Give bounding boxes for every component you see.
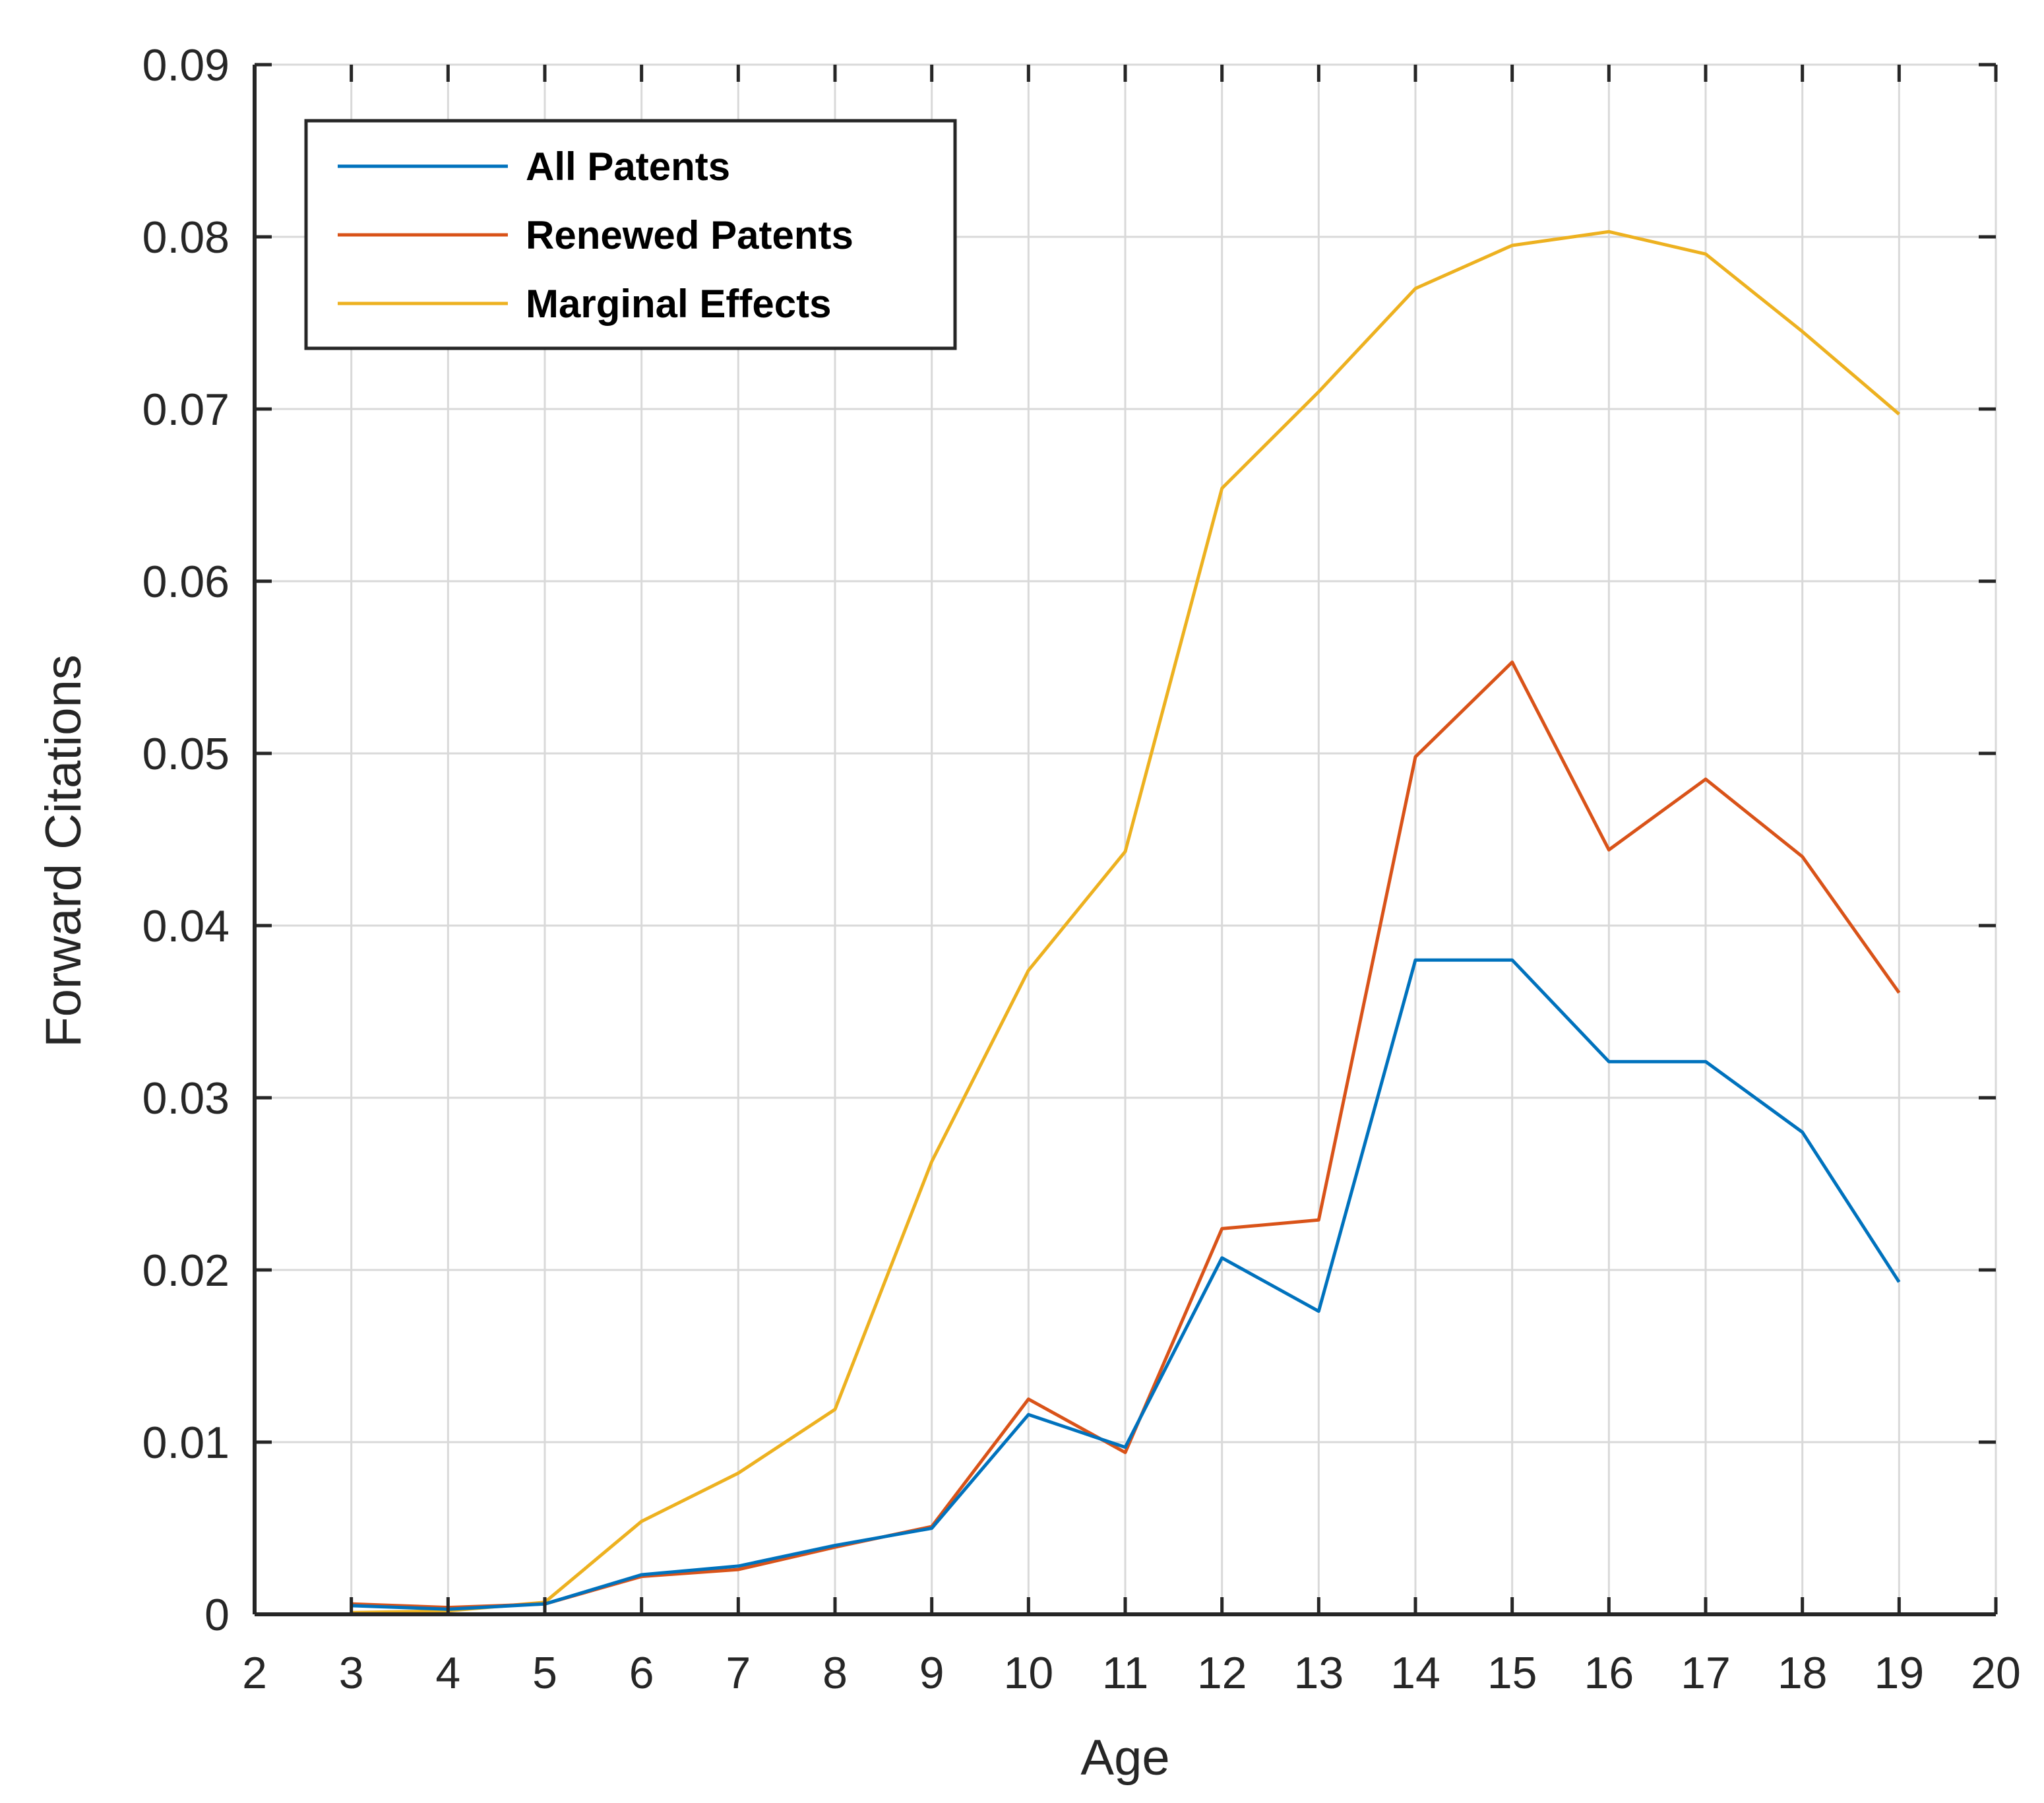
x-tick-label: 4 xyxy=(435,1648,460,1698)
x-tick-label: 2 xyxy=(242,1648,267,1698)
x-tick-label: 16 xyxy=(1584,1648,1634,1698)
x-tick-label: 14 xyxy=(1390,1648,1440,1698)
y-tick-label: 0.04 xyxy=(142,901,230,951)
x-tick-label: 8 xyxy=(822,1648,848,1698)
legend-label-all-patents: All Patents xyxy=(526,144,730,189)
x-axis-label: Age xyxy=(1080,1730,1169,1786)
legend: All Patents Renewed Patents Marginal Eff… xyxy=(304,119,957,350)
axes xyxy=(253,63,1998,1616)
y-axis-label: Forward Citations xyxy=(36,654,92,1048)
x-tick-label: 11 xyxy=(1102,1648,1149,1698)
x-tick-label: 18 xyxy=(1778,1648,1828,1698)
legend-label-marginal-effects: Marginal Effects xyxy=(526,282,831,326)
series-lines xyxy=(351,230,1901,1614)
tick-labels: 2 3 4 5 6 7 8 9 10 11 12 13 14 15 16 17 18 19 20 0 0.01 0.02 0… xyxy=(142,40,2021,1698)
x-tick-label: 20 xyxy=(1971,1648,2021,1698)
x-tick-label: 13 xyxy=(1294,1648,1344,1698)
x-tick-label: 7 xyxy=(726,1648,751,1698)
x-tick-label: 12 xyxy=(1197,1648,1247,1698)
y-tick-label: 0.03 xyxy=(142,1073,230,1123)
x-tick-label: 5 xyxy=(532,1648,557,1698)
x-tick-label: 6 xyxy=(629,1648,654,1698)
y-tick-label: 0.09 xyxy=(142,40,230,90)
y-tick-label: 0.01 xyxy=(142,1418,230,1468)
y-tick-label: 0 xyxy=(204,1590,230,1640)
legend-label-renewed-patents: Renewed Patents xyxy=(526,213,853,257)
series-line-marginal-effects xyxy=(351,230,1900,1614)
y-tick-label: 0.07 xyxy=(142,385,230,435)
x-tick-label: 3 xyxy=(339,1648,364,1698)
y-tick-label: 0.06 xyxy=(142,557,230,607)
x-tick-label: 17 xyxy=(1681,1648,1731,1698)
y-tick-label: 0.05 xyxy=(142,729,230,779)
x-tick-label: 19 xyxy=(1874,1648,1925,1698)
x-tick-label: 15 xyxy=(1487,1648,1537,1698)
series-line-all-patents xyxy=(351,958,1901,1611)
y-tick-label: 0.02 xyxy=(142,1246,230,1296)
x-tick-label: 10 xyxy=(1004,1648,1054,1698)
x-tick-label: 9 xyxy=(919,1648,945,1698)
y-tick-label: 0.08 xyxy=(142,212,230,263)
